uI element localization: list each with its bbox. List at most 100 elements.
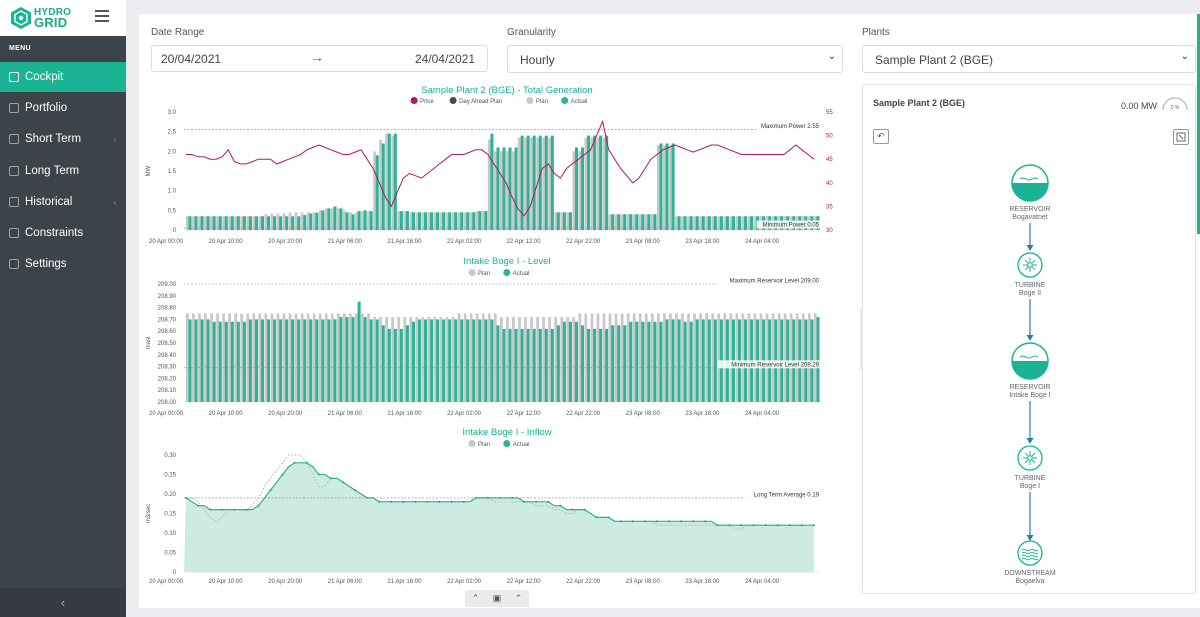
sidebar-item-long-term[interactable]: Long Term	[0, 156, 126, 186]
actual-bar	[671, 143, 675, 230]
actual-bar	[442, 319, 446, 402]
actual-bar	[695, 319, 699, 402]
actual-bar	[303, 215, 307, 230]
actual-bar	[587, 135, 591, 230]
granularity-label: Granularity	[507, 27, 556, 38]
chevron-left-icon: ‹	[113, 197, 116, 207]
actual-bar	[248, 319, 252, 402]
actual-bar	[212, 216, 216, 230]
actual-bar	[224, 216, 228, 230]
x-tick-label: 22 Apr 22:00	[566, 579, 601, 585]
plan-bar	[584, 313, 588, 402]
actual-point	[378, 500, 381, 503]
y-tick-label: 0.15	[164, 512, 176, 518]
plan-bar	[216, 216, 219, 230]
plan-bar	[210, 313, 213, 402]
actual-bar	[611, 214, 615, 230]
plan-bar	[663, 313, 666, 402]
legend-swatch	[526, 97, 534, 104]
plan-bar	[759, 313, 763, 402]
chevron-up-icon[interactable]: ⌃	[514, 593, 523, 603]
actual-bar	[424, 319, 428, 402]
plan-bar	[451, 317, 455, 402]
x-tick-label: 20 Apr 00:00	[149, 239, 184, 245]
y-tick-label: 1.0	[168, 189, 177, 195]
actual-bar	[436, 212, 440, 230]
actual-bar	[254, 319, 258, 402]
chevron-down-icon: ⌄	[827, 51, 836, 62]
y-tick-label: 208.90	[158, 294, 177, 300]
y-tick-label: 1.5	[168, 169, 177, 175]
granularity-select[interactable]: Hourly ⌄	[507, 45, 843, 73]
actual-point	[462, 500, 465, 503]
reference-label: Minimum Reservoir Level 208.29	[731, 362, 819, 368]
actual-bar	[460, 212, 464, 230]
plan-bar	[813, 313, 817, 402]
actual-bar	[532, 328, 536, 402]
plan-bar	[596, 137, 600, 230]
plan-bar	[186, 313, 189, 402]
sidebar-item-cockpit[interactable]: Cockpit	[0, 62, 126, 92]
actual-bar	[345, 317, 349, 402]
actual-point	[643, 520, 646, 523]
plan-bar	[548, 137, 552, 230]
chevron-up-icon[interactable]: ⌃	[471, 593, 480, 603]
actual-bar	[200, 216, 204, 230]
collapse-sidebar-button[interactable]: ‹	[0, 588, 126, 617]
sidebar-item-settings[interactable]: Settings	[0, 249, 126, 279]
y-tick-label: 0.05	[164, 551, 176, 557]
x-tick-label: 20 Apr 20:00	[268, 411, 303, 417]
actual-bar	[194, 216, 198, 230]
actual-bar	[327, 319, 331, 402]
plan-bar	[385, 133, 388, 230]
sidebar-item-portfolio[interactable]: Portfolio	[0, 93, 126, 123]
actual-bar	[254, 216, 258, 230]
actual-point	[800, 524, 803, 527]
actual-bar	[659, 143, 663, 230]
sidebar-item-historical[interactable]: Historical ‹	[0, 187, 126, 217]
actual-bar	[599, 135, 603, 230]
x-tick-label: 23 Apr 08:00	[626, 239, 661, 245]
actual-bar	[689, 321, 693, 402]
actual-bar	[641, 321, 645, 402]
actual-bar	[568, 212, 572, 230]
plan-bar	[355, 313, 358, 402]
plant-panel: Sample Plant 2 (BGE) 0.00 MW 0 % ↶ RESER…	[862, 84, 1196, 594]
node-name-label: Intake Boge I	[1009, 392, 1050, 399]
actual-point	[293, 461, 296, 464]
actual-bar	[653, 321, 657, 402]
map-view-icon[interactable]	[1173, 129, 1189, 145]
actual-bar	[731, 216, 735, 230]
plan-bar	[548, 317, 552, 402]
plan-bar	[276, 213, 280, 230]
plan-bar	[753, 216, 757, 230]
plan-bar	[276, 313, 280, 402]
chart-toolbar: ⌃ ▣ ⌃	[465, 590, 529, 607]
plan-bar	[312, 212, 316, 230]
y-tick-label: 0.25	[164, 473, 176, 479]
date-range-picker[interactable]: 20/04/2021 → 24/04/2021	[151, 45, 488, 72]
actual-bar	[297, 319, 301, 402]
sidebar-item-constraints[interactable]: Constraints	[0, 218, 126, 248]
sidebar-item-short-term[interactable]: Short Term ‹	[0, 124, 126, 154]
back-arrow-icon[interactable]: ↶	[873, 129, 889, 144]
actual-bar	[526, 135, 530, 230]
plan-bar	[186, 216, 189, 230]
plan-bar	[741, 313, 745, 402]
plan-bar	[487, 139, 491, 230]
map-icon[interactable]: ▣	[492, 593, 502, 603]
chart-title: Sample Plant 2 (BGE) - Total Generation	[421, 85, 592, 96]
actual-area	[184, 462, 814, 572]
plan-bar	[258, 216, 262, 230]
actual-bar	[218, 216, 222, 230]
legend-item: Plan	[478, 442, 490, 448]
plan-bar	[789, 313, 793, 402]
sliders-icon	[9, 228, 19, 238]
x-tick-label: 21 Apr 16:00	[387, 579, 422, 585]
actual-bar	[411, 321, 415, 402]
hamburger-menu-icon[interactable]	[95, 10, 109, 22]
legend-item: Actual	[571, 99, 588, 105]
price-line	[186, 119, 815, 217]
plants-select[interactable]: Sample Plant 2 (BGE) ⌄	[862, 45, 1196, 73]
actual-bar	[399, 328, 403, 402]
